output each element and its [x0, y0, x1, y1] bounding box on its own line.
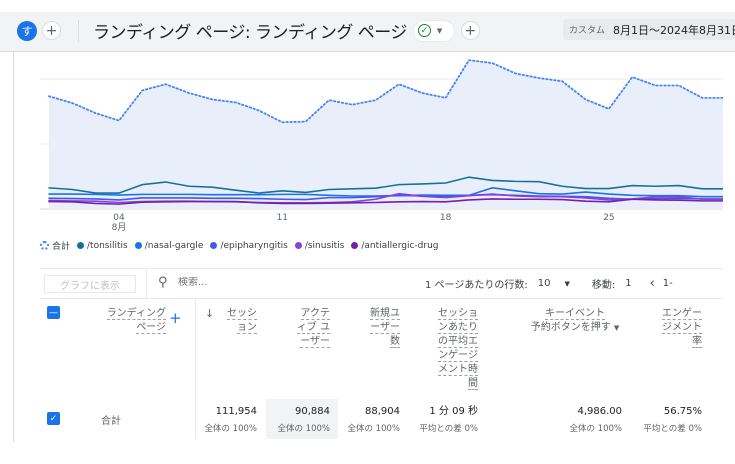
search-icon: ⚲: [158, 275, 168, 290]
total-row-checkbox[interactable]: ✓: [47, 412, 60, 425]
caret-down-icon: ▼: [613, 324, 620, 332]
column-header-active-users[interactable]: アクティブ ユーザー: [296, 308, 330, 348]
column-header-key-event[interactable]: キーイベント 予約ボタンを押す ▼: [530, 308, 620, 333]
goto-page-input[interactable]: 1: [625, 278, 632, 289]
legend-swatch-icon: [294, 242, 302, 249]
legend-label: 合計: [52, 242, 71, 252]
line-chart: [40, 59, 723, 210]
goto-label: 移動:: [591, 280, 616, 291]
avatar[interactable]: す: [17, 21, 37, 41]
search-input[interactable]: [178, 277, 328, 288]
column-header-new-users[interactable]: 新規ユーザー数: [370, 308, 400, 348]
chevron-left-icon[interactable]: ‹: [649, 276, 655, 291]
add-dimension-icon[interactable]: +: [169, 309, 182, 327]
legend-item-nasal_gargle[interactable]: /nasal-gargle: [134, 240, 204, 251]
legend-item-total[interactable]: 合計: [40, 239, 70, 252]
legend-swatch-icon: [77, 242, 85, 249]
highlighted-column: [266, 399, 338, 439]
add-comparison-button[interactable]: +: [42, 21, 61, 40]
total-avg-engagement: 1 分 09 秒平均との差 0%: [419, 406, 478, 434]
legend-label: /nasal-gargle: [144, 240, 204, 251]
table-toolbar: グラフに表示 ⚲ 1 ページあたりの行数: 10 ▼ 移動: 1 ‹ 1-: [40, 268, 723, 299]
total-key-events: 4,986.00 全体の 100%: [569, 406, 622, 434]
x-tick-label: 11: [276, 213, 289, 223]
legend-swatch-icon: [351, 242, 359, 249]
date-range-picker[interactable]: カスタム 8月1日～2024年8月31日: [563, 19, 735, 40]
column-header-sessions[interactable]: セッション: [227, 308, 257, 334]
legend-swatch-icon: [210, 242, 218, 249]
legend-label: /epipharyngitis: [220, 240, 288, 251]
legend-item-tonsilitis[interactable]: /tonsilitis: [77, 241, 128, 251]
dimension-header[interactable]: ランディング ページ: [106, 308, 166, 334]
legend-label: /sinusitis: [304, 240, 345, 251]
x-tick-label: 25: [603, 213, 615, 223]
rows-per-page-label: 1 ページあたりの行数:: [425, 280, 528, 291]
caret-down-icon: ▼: [436, 26, 443, 35]
pagination-controls: 1 ページあたりの行数: 10 ▼ 移動: 1 ‹ 1-: [425, 269, 673, 298]
legend-swatch-icon: [134, 242, 142, 249]
legend-item-antiallergic_drug[interactable]: /antiallergic-drug: [351, 240, 439, 251]
total-new-users: 88,904 全体の 100%: [347, 406, 400, 434]
divider: [146, 269, 147, 298]
total-sessions: 111,954 全体の 100%: [204, 406, 257, 434]
column-header-avg-engagement[interactable]: セッションあたりの平均エンゲージメント時間: [438, 308, 478, 390]
chart-legend: 合計/tonsilitis/nasal-gargle/epipharyngiti…: [40, 239, 439, 252]
data-table: — ランディング ページ + ↓ セッション アクティブ ユーザー 新規ユーザー…: [40, 299, 723, 439]
date-range-value: 8月1日～2024年8月31日: [613, 23, 735, 37]
column-divider: [195, 299, 196, 439]
select-all-checkbox[interactable]: —: [47, 306, 60, 319]
status-dropdown[interactable]: ✓ ▼: [412, 19, 455, 42]
area-total: [49, 60, 723, 209]
total-active-users: 90,884 全体の 100%: [277, 406, 330, 434]
series-line-total: [48, 59, 723, 124]
add-button[interactable]: +: [460, 21, 480, 40]
date-range-label: カスタム: [569, 26, 606, 36]
legend-label: /antiallergic-drug: [361, 240, 439, 251]
legend-swatch-icon: [40, 241, 49, 250]
sort-arrow-down-icon[interactable]: ↓: [205, 307, 215, 320]
x-tick-label: 18: [439, 213, 452, 223]
legend-item-sinusitis[interactable]: /sinusitis: [294, 240, 345, 251]
top-strip: [0, 0, 735, 12]
plot-rows-button[interactable]: グラフに表示: [44, 275, 136, 293]
left-border: [13, 52, 14, 442]
caret-down-icon[interactable]: ▼: [564, 279, 570, 288]
plus-icon: +: [464, 22, 477, 39]
plus-icon: +: [45, 22, 58, 39]
total-engagement-rate: 56.75% 平均との差 0%: [643, 406, 702, 434]
divider: [78, 20, 79, 42]
page-title: ランディング ページ: ランディング ページ: [93, 23, 407, 43]
page-range: 1-: [662, 278, 673, 289]
series-line-tonsilitis: [48, 176, 723, 194]
title-row: ランディング ページ: ランディング ページ ✓ ▼ +: [93, 18, 480, 43]
legend-item-epipharyngitis[interactable]: /epipharyngitis: [210, 240, 288, 251]
legend-label: /tonsilitis: [87, 240, 128, 251]
total-row-label: 合計: [101, 416, 121, 427]
x-tick-label: 04 8月: [111, 213, 127, 233]
column-header-engagement-rate[interactable]: エンゲージメント率: [662, 308, 702, 348]
series-line-antiallergic_drug: [48, 198, 723, 205]
check-circle-icon: ✓: [417, 24, 431, 37]
rows-per-page-select[interactable]: 10: [537, 278, 551, 289]
